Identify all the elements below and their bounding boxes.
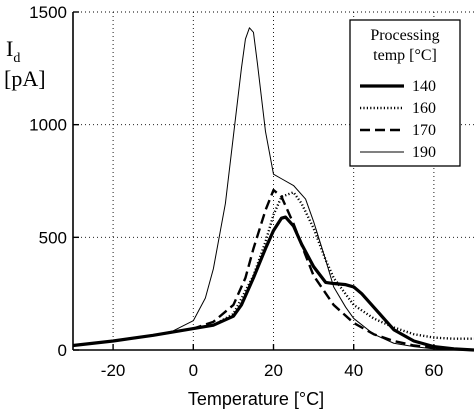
legend-item-160: 160 (360, 100, 436, 117)
legend-label: 170 (412, 122, 436, 139)
x-axis-label: Temperature [°C] (188, 389, 324, 409)
y-axis-label-main: I (6, 36, 13, 61)
data-series (72, 27, 474, 352)
y-axis-unit: [pA] (4, 66, 46, 91)
y-axis-label-subscript: d (13, 51, 20, 66)
axes: -20 0 20 40 60 0 500 1000 1500 (29, 3, 474, 380)
legend-item-170: 170 (360, 122, 436, 139)
legend-title-line-2: temp [°C] (373, 47, 437, 64)
legend-title-line-1: Processing (370, 27, 439, 44)
legend-label: 190 (412, 144, 436, 161)
x-tick-label: 40 (344, 361, 363, 380)
series-line-190 (72, 27, 474, 351)
y-tick-label: 1500 (29, 3, 67, 22)
legend: Processing temp [°C] 140 160 170 190 (349, 19, 461, 167)
x-tick-label: 60 (424, 361, 443, 380)
legend-item-190: 190 (360, 144, 436, 161)
legend-label: 140 (412, 78, 436, 95)
legend-box (349, 19, 461, 167)
y-axis-label: Id (6, 36, 20, 66)
y-tick-label: 500 (39, 228, 67, 247)
x-tick-label: 20 (264, 361, 283, 380)
legend-label: 160 (412, 100, 436, 117)
legend-items: 140 160 170 190 (360, 78, 436, 161)
series-line-160 (72, 191, 474, 347)
x-tick-label: -20 (101, 361, 126, 380)
x-tick-label: 0 (189, 361, 198, 380)
series-line-170 (72, 188, 474, 352)
y-tick-label: 1000 (29, 116, 67, 135)
y-tick-label: 0 (58, 341, 67, 360)
legend-item-140: 140 (360, 78, 436, 95)
